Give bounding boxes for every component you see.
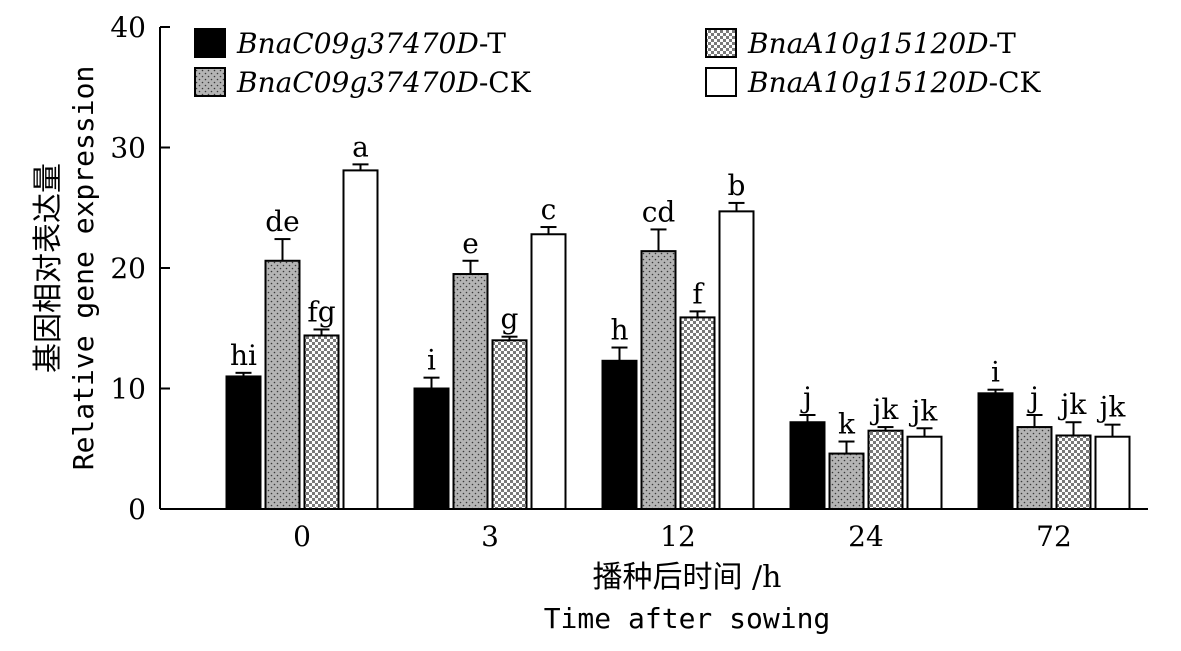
legend-label: BnaA10g15120D-T xyxy=(747,27,1016,60)
x-axis-ticks: 0 3 12 24 72 xyxy=(293,520,1072,553)
significance-letter: cd xyxy=(642,195,676,228)
x-tick-label: 0 xyxy=(293,520,311,553)
x-tick-label: 12 xyxy=(660,520,696,553)
significance-letter: jk xyxy=(1097,391,1127,424)
significance-letter: e xyxy=(462,227,479,260)
bar xyxy=(828,452,865,511)
legend-label: BnaC09g37470D-T xyxy=(236,27,506,60)
significance-letter: k xyxy=(838,408,856,441)
significance-letter: f xyxy=(692,277,705,310)
legend-suffix: -CK xyxy=(989,66,1042,99)
legend-suffix: -T xyxy=(479,27,506,60)
significance-letter: hi xyxy=(230,339,257,372)
bar xyxy=(342,169,379,511)
bar xyxy=(530,233,567,510)
bar xyxy=(718,210,755,511)
bar xyxy=(264,259,301,510)
significance-letter: i xyxy=(991,356,1000,389)
significance-letter: fg xyxy=(307,295,335,328)
significance-letter: a xyxy=(352,130,369,163)
legend-swatch xyxy=(194,67,226,97)
legend-gene-name: BnaA10g15120D xyxy=(747,66,989,99)
y-tick-label: 20 xyxy=(110,252,146,285)
significance-letter: de xyxy=(265,205,300,238)
significance-letter: j xyxy=(1027,381,1039,414)
y-axis-title-cn: 基因相对表达量 xyxy=(31,163,66,373)
bar xyxy=(491,339,528,510)
bar xyxy=(906,435,943,511)
significance-letter: j xyxy=(800,381,812,414)
y-tick-label: 40 xyxy=(110,11,146,44)
bar xyxy=(1055,434,1092,510)
x-axis-title-en: Time after sowing xyxy=(544,602,831,635)
bar xyxy=(303,334,340,511)
legend-swatch xyxy=(705,67,737,97)
significance-letter: jk xyxy=(870,393,900,426)
significance-letter: i xyxy=(427,344,436,377)
x-tick-label: 72 xyxy=(1036,520,1072,553)
bar xyxy=(789,421,826,510)
legend-swatch xyxy=(194,28,226,58)
significance-letter: jk xyxy=(909,394,939,427)
bar xyxy=(413,387,450,510)
x-tick-label: 3 xyxy=(481,520,499,553)
significance-letter: b xyxy=(728,169,746,202)
bar xyxy=(977,392,1014,511)
bar xyxy=(225,375,262,511)
bar xyxy=(601,359,638,510)
bar xyxy=(679,316,716,510)
significance-letter: h xyxy=(610,314,628,347)
y-tick-label: 10 xyxy=(110,373,146,406)
legend-gene-name: BnaA10g15120D xyxy=(747,27,989,60)
legend-gene-name: BnaC09g37470D xyxy=(236,66,479,99)
legend-label: BnaC09g37470D-CK xyxy=(236,66,532,99)
legend-label: BnaA10g15120D-CK xyxy=(747,66,1041,99)
legend-suffix: -CK xyxy=(479,66,532,99)
legend: BnaC09g37470D-TBnaC09g37470D-CKBnaA10g15… xyxy=(194,27,1041,99)
x-axis-title-cn: 播种后时间 /h xyxy=(593,560,782,595)
significance-letter: c xyxy=(541,193,557,226)
bar xyxy=(1094,435,1131,511)
legend-gene-name: BnaC09g37470D xyxy=(236,27,479,60)
legend-suffix: -T xyxy=(989,27,1016,60)
significance-letter: g xyxy=(501,303,519,336)
y-axis-ticks: 0 10 20 30 40 xyxy=(110,11,170,526)
legend-swatch xyxy=(705,28,737,58)
x-tick-label: 24 xyxy=(848,520,884,553)
y-tick-label: 0 xyxy=(128,493,146,526)
y-axis-title-en: Relative gene expression xyxy=(67,66,100,471)
bar xyxy=(640,250,677,510)
bar xyxy=(452,273,489,510)
bar xyxy=(867,429,904,510)
bar xyxy=(1016,426,1053,510)
y-tick-label: 30 xyxy=(110,132,146,165)
significance-letter: jk xyxy=(1058,388,1088,421)
